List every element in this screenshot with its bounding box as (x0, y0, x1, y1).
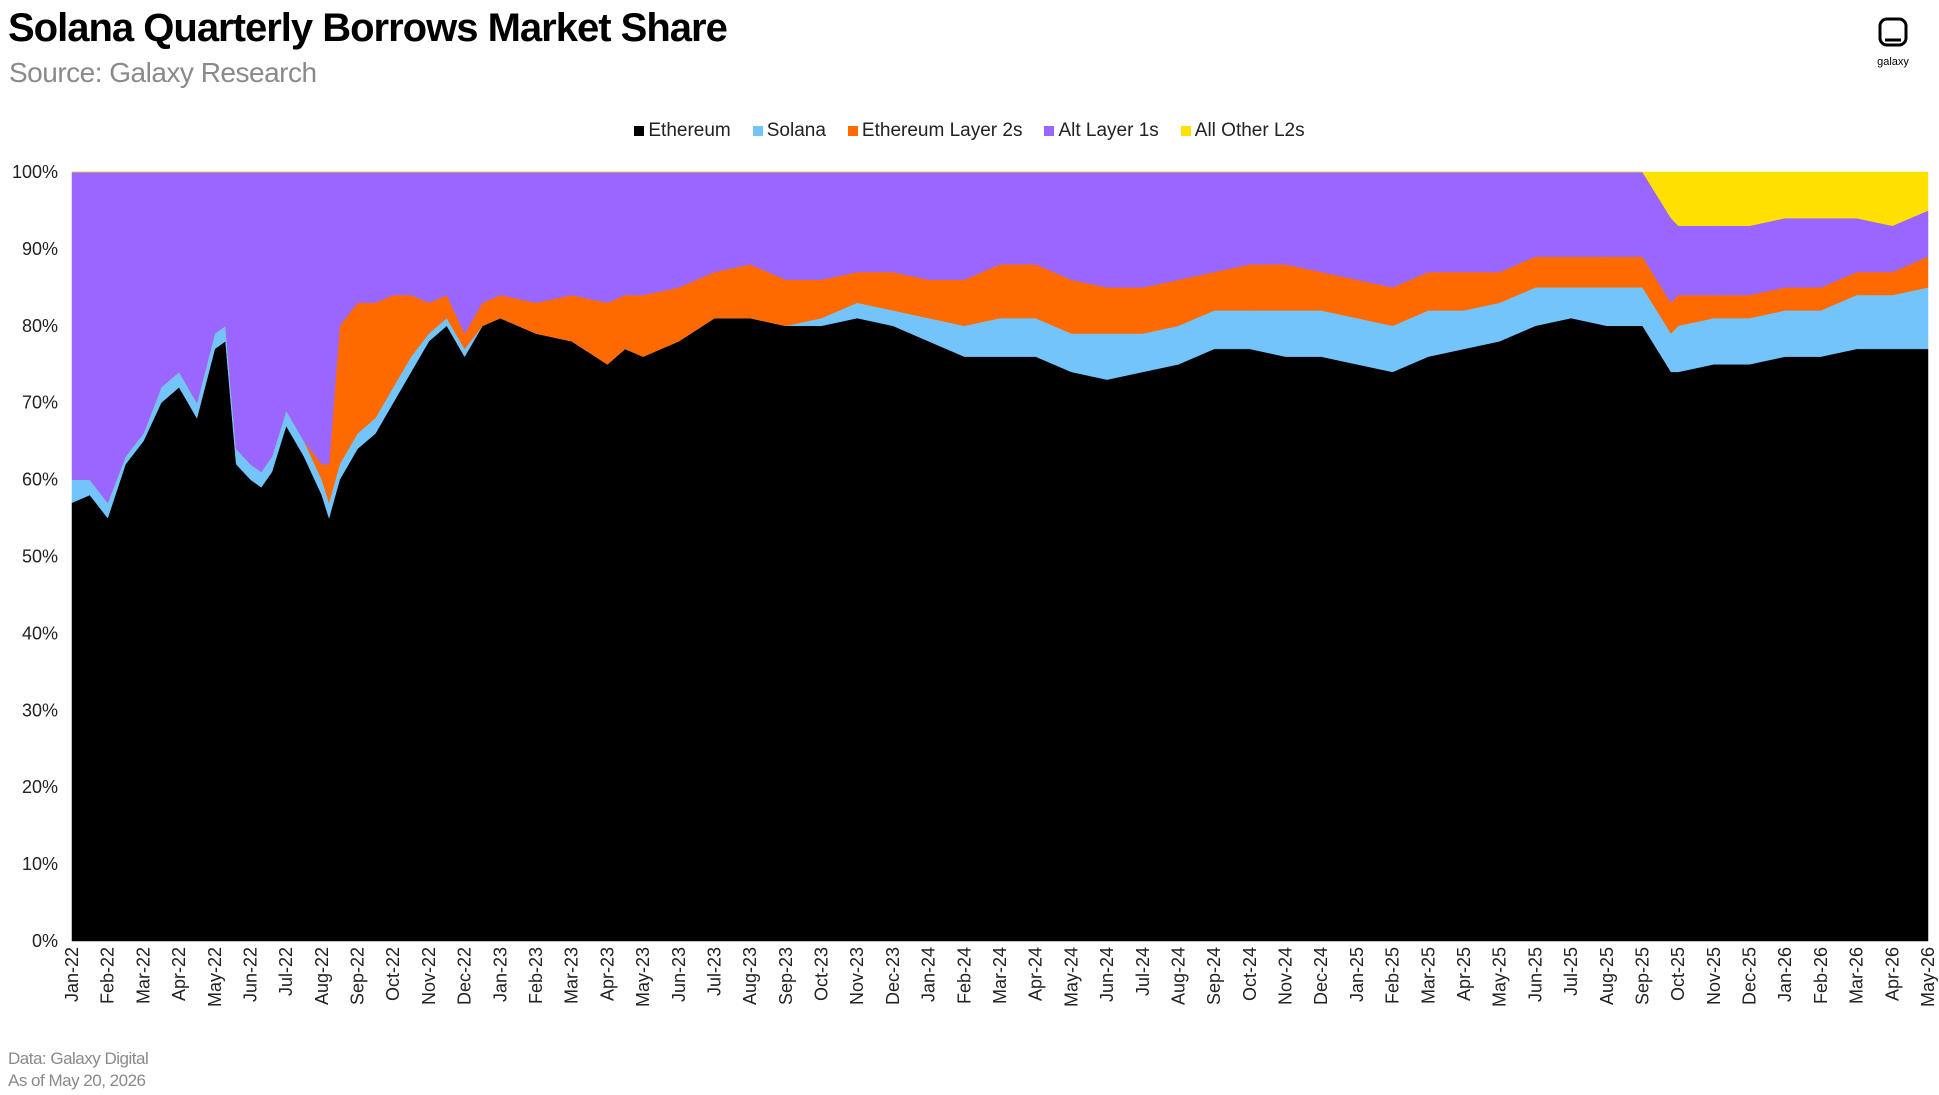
y-tick-label: 90% (22, 239, 58, 259)
galaxy-logo-icon (1878, 17, 1908, 47)
legend-label: Solana (766, 120, 826, 141)
x-tick-label: May-26 (1918, 947, 1938, 1007)
x-tick-label: Nov-22 (419, 947, 439, 1005)
y-tick-label: 70% (22, 393, 58, 413)
x-tick-label: Jan-25 (1347, 947, 1367, 1002)
x-tick-label: Oct-22 (383, 947, 403, 1001)
x-tick-label: Nov-25 (1704, 947, 1724, 1005)
legend-swatch (1044, 126, 1055, 136)
x-tick-label: Oct-24 (1240, 947, 1260, 1001)
galaxy-logo: galaxy (1868, 16, 1918, 68)
x-tick-label: Mar-26 (1847, 947, 1867, 1004)
x-tick-label: Feb-24 (954, 947, 974, 1004)
x-tick-label: May-22 (205, 947, 225, 1007)
legend-item: Ethereum Layer 2s (847, 120, 1023, 142)
legend-label: Alt Layer 1s (1058, 120, 1159, 141)
chart-legend: Ethereum Solana Ethereum Layer 2s Alt Layer… (0, 120, 1939, 142)
y-tick-label: 30% (22, 700, 58, 720)
y-tick-label: 80% (22, 316, 58, 336)
x-tick-label: Sep-22 (348, 947, 368, 1005)
x-tick-label: Aug-22 (312, 947, 332, 1005)
x-tick-label: Dec-24 (1311, 947, 1331, 1005)
x-tick-label: May-23 (633, 947, 653, 1007)
x-tick-label: Dec-25 (1740, 947, 1760, 1005)
x-tick-label: May-25 (1490, 947, 1510, 1007)
x-tick-label: Sep-24 (1204, 947, 1224, 1005)
legend-swatch (1180, 126, 1191, 136)
x-tick-label: Jun-25 (1525, 947, 1545, 1002)
x-tick-label: Apr-22 (169, 947, 189, 1001)
legend-label: Ethereum (648, 120, 731, 141)
x-tick-label: Apr-26 (1882, 947, 1902, 1001)
x-tick-label: Aug-25 (1597, 947, 1617, 1005)
chart-footer: Data: Galaxy Digital As of May 20, 2026 (8, 1048, 149, 1092)
x-tick-label: May-24 (1061, 947, 1081, 1007)
x-tick-label: Jan-22 (62, 947, 82, 1002)
x-tick-label: Mar-23 (562, 947, 582, 1004)
legend-label: Ethereum Layer 2s (861, 120, 1023, 141)
x-tick-label: Jul-23 (705, 947, 725, 996)
x-tick-label: Sep-23 (776, 947, 796, 1005)
x-tick-label: Oct-25 (1668, 947, 1688, 1001)
y-tick-label: 100% (12, 162, 58, 182)
legend-swatch (847, 126, 858, 136)
x-tick-label: Jul-24 (1133, 947, 1153, 996)
x-tick-label: Jun-24 (1097, 947, 1117, 1002)
as-of-date: As of May 20, 2026 (8, 1071, 146, 1090)
x-tick-label: Dec-22 (455, 947, 475, 1005)
x-tick-label: Feb-23 (526, 947, 546, 1004)
galaxy-logo-text: galaxy (1877, 56, 1909, 68)
legend-item: All Other L2s (1180, 120, 1305, 142)
y-tick-label: 10% (22, 854, 58, 874)
x-tick-label: Mar-24 (990, 947, 1010, 1004)
data-source-note: Data: Galaxy Digital (8, 1049, 149, 1068)
x-tick-label: Nov-23 (847, 947, 867, 1005)
stacked-area-chart: 0% 10% 20% 30% 40% 50% 60% 70% 80% 90% 100% Jan-22 F… (12, 162, 1938, 1007)
legend-swatch (752, 126, 763, 136)
legend-item: Solana (752, 120, 826, 142)
y-tick-label: 40% (22, 623, 58, 643)
legend-item: Alt Layer 1s (1044, 120, 1159, 142)
x-tick-label: Jan-23 (490, 947, 510, 1002)
x-tick-label: Jun-22 (241, 947, 261, 1002)
y-tick-label: 20% (22, 777, 58, 797)
x-tick-label: Apr-23 (597, 947, 617, 1001)
x-tick-label: Mar-22 (133, 947, 153, 1004)
x-tick-label: Jul-25 (1561, 947, 1581, 996)
x-tick-label: Feb-26 (1811, 947, 1831, 1004)
x-tick-label: Nov-24 (1276, 947, 1296, 1005)
x-tick-label: Feb-25 (1383, 947, 1403, 1004)
legend-item: Ethereum (634, 120, 731, 142)
chart-subtitle: Source: Galaxy Research (9, 57, 317, 88)
area-series-all-other-l2s (72, 171, 1929, 227)
x-tick-label: Jul-22 (276, 947, 296, 996)
x-tick-label: Mar-25 (1418, 947, 1438, 1004)
x-tick-label: Apr-24 (1026, 947, 1046, 1001)
x-tick-label: Apr-25 (1454, 947, 1474, 1001)
x-tick-label: Jan-26 (1775, 947, 1795, 1002)
legend-swatch (634, 126, 645, 136)
y-tick-label: 50% (22, 547, 58, 567)
x-tick-label: Sep-25 (1633, 947, 1653, 1005)
x-tick-label: Aug-23 (740, 947, 760, 1005)
x-tick-label: Aug-24 (1169, 947, 1189, 1005)
chart-title: Solana Quarterly Borrows Market Share (8, 6, 728, 50)
legend-label: All Other L2s (1194, 120, 1305, 141)
y-tick-label: 60% (22, 470, 58, 490)
x-tick-label: Jun-23 (669, 947, 689, 1002)
x-tick-label: Feb-22 (98, 947, 118, 1004)
x-tick-label: Oct-23 (812, 947, 832, 1001)
x-tick-label: Jan-24 (919, 947, 939, 1002)
x-tick-label: Dec-23 (883, 947, 903, 1005)
y-tick-label: 0% (32, 931, 58, 951)
